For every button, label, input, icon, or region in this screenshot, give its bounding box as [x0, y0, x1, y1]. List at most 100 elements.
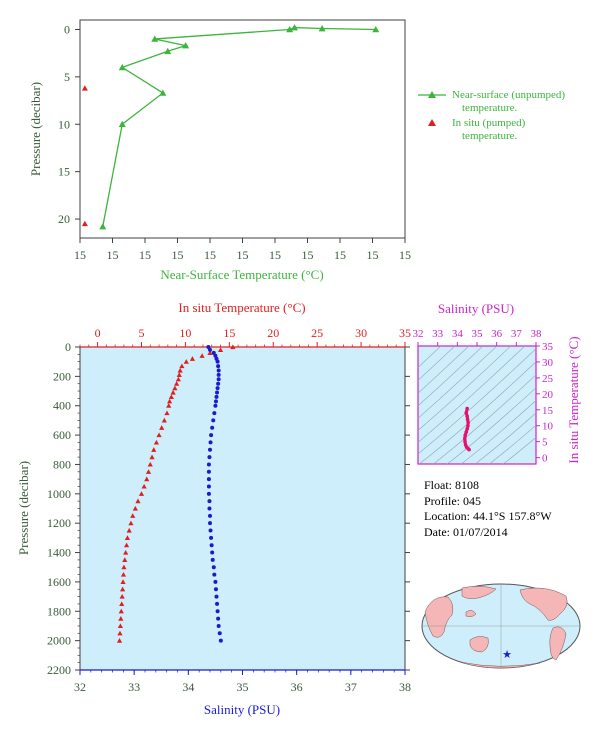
- density-contour: [432, 374, 536, 464]
- density-contour: [460, 400, 536, 464]
- ts-density-contours: [418, 346, 536, 464]
- density-contour: [474, 412, 536, 464]
- ts-y-tick-label: 15: [542, 405, 554, 417]
- temperature-point: [175, 376, 181, 382]
- near-surface-point: [164, 47, 172, 55]
- temperature-point: [120, 579, 126, 584]
- near-surface-point: [118, 120, 126, 128]
- salinity-tick-label: 35: [237, 680, 249, 694]
- near-surface-point: [182, 42, 190, 49]
- legend-label-near-surface: Near-surface (unpumped) temperature.: [452, 89, 565, 114]
- temperature-point: [170, 389, 176, 395]
- pressure-ticks: 0 200 400 600 800 1000 1200 1400 1600 1800 2000 220…: [47, 340, 410, 677]
- top-y-ticks: 0 5 10 15 20: [58, 22, 80, 226]
- temperature-point: [199, 353, 205, 358]
- salinity-point: [209, 433, 214, 438]
- temperature-point: [126, 527, 132, 533]
- temperature-point: [156, 432, 162, 438]
- salinity-point: [215, 601, 220, 606]
- temperature-point: [117, 623, 124, 629]
- temperature-point: [117, 630, 123, 636]
- top-y-tick-label: 5: [64, 70, 70, 84]
- ts-y-tick-label: 5: [542, 437, 548, 449]
- temperature-point: [145, 469, 152, 474]
- temperature-point: [217, 347, 224, 353]
- salinity-axis-label: Salinity (PSU): [204, 702, 280, 717]
- salinity-point: [216, 372, 221, 377]
- ts-point: [463, 439, 467, 444]
- salinity-tick-label: 37: [345, 680, 357, 694]
- temperature-point: [161, 417, 167, 423]
- land-islands: [465, 610, 477, 617]
- salinity-point: [213, 587, 218, 592]
- temperature-tick-label: 30: [355, 326, 367, 340]
- temperature-point: [147, 461, 153, 467]
- temperature-point: [159, 425, 165, 430]
- near-surface-point: [99, 223, 107, 230]
- ts-plot-area: [417, 345, 537, 465]
- pressure-tick-label: 2200: [47, 663, 71, 677]
- ts-x-tick-label: 35: [472, 328, 484, 340]
- salinity-point: [213, 403, 218, 408]
- top-x-tick-label: 15: [399, 248, 411, 262]
- land-north-asia: [461, 586, 497, 599]
- temperature-point: [151, 447, 157, 452]
- density-contour: [418, 346, 484, 407]
- density-contour: [418, 348, 536, 455]
- top-y-tick-label: 0: [64, 22, 70, 36]
- top-chart-frame: [79, 19, 406, 239]
- ts-y-tick-label: 20: [542, 389, 554, 401]
- profile-y-axis-label: Pressure (decibar): [16, 461, 31, 555]
- salinity-point: [207, 506, 212, 511]
- world-location-map: ★: [421, 583, 581, 669]
- salinity-point: [211, 565, 216, 570]
- top-x-tick-label: 15: [367, 248, 379, 262]
- top-y-axis-label: Pressure (decibar): [28, 82, 43, 176]
- temperature-point: [230, 344, 236, 350]
- salinity-point: [211, 418, 216, 423]
- ts-y-tick-label: 35: [542, 341, 554, 353]
- profile-series-layer: [116, 344, 236, 643]
- salinity-tick-label: 36: [291, 680, 303, 694]
- pressure-tick-label: 1000: [47, 487, 71, 501]
- density-contour: [488, 424, 536, 464]
- ts-point: [464, 411, 468, 415]
- near-surface-point: [286, 25, 294, 33]
- near-surface-point: [159, 89, 167, 96]
- ts-point: [466, 420, 470, 425]
- temperature-point: [153, 439, 160, 445]
- float-location-marker: ★: [502, 649, 512, 661]
- salinity-point: [212, 411, 217, 416]
- temperature-point: [168, 394, 174, 399]
- salinity-point: [208, 440, 213, 445]
- legend-label-in-situ: In situ (pumped) temperature.: [452, 117, 526, 142]
- temperature-point: [166, 398, 173, 404]
- salinity-point: [211, 350, 216, 355]
- temperature-point: [172, 385, 178, 391]
- salinity-point: [206, 462, 211, 467]
- salinity-point: [213, 399, 218, 404]
- temperature-point: [183, 359, 189, 364]
- salinity-point: [207, 455, 212, 460]
- density-contour: [418, 346, 470, 394]
- temperature-point: [189, 356, 196, 361]
- salinity-point: [212, 572, 217, 577]
- salinity-point: [209, 543, 214, 548]
- salinity-point: [215, 609, 220, 614]
- temperature-point: [130, 513, 136, 518]
- salinity-ticks: 32 33 34 35 36 37 38: [74, 670, 411, 694]
- salinity-point: [216, 377, 221, 382]
- salinity-point: [215, 386, 220, 391]
- ts-x-tick-label: 36: [491, 328, 503, 340]
- ts-x-tick-label: 33: [432, 328, 444, 340]
- salinity-point: [208, 513, 212, 518]
- near-surface-point: [118, 63, 126, 71]
- salinity-tick-label: 38: [399, 680, 411, 694]
- salinity-point: [213, 579, 218, 584]
- temperature-axis-label: In situ Temperature (°C): [178, 300, 305, 315]
- top-series-layer: [81, 24, 380, 230]
- salinity-point: [217, 631, 222, 636]
- ts-point: [465, 406, 469, 411]
- near-surface-point: [318, 25, 326, 32]
- top-legend: Near-surface (unpumped) temperature. In s…: [418, 89, 565, 142]
